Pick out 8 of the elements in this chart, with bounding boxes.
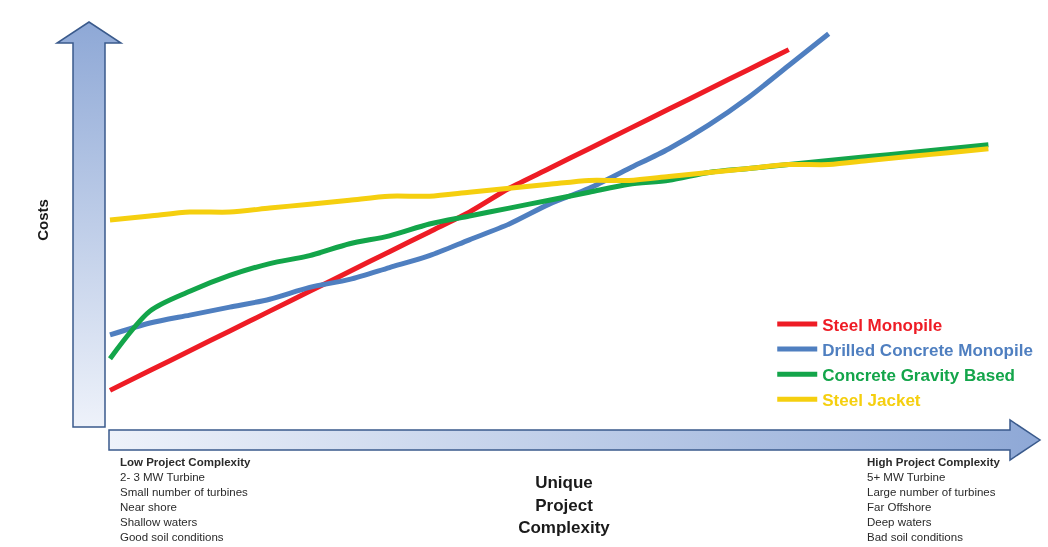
text: Low Project Complexity 2- 3 MW Turbine Small number of turbines Near shore Shallow waters Good soil conditions bbox=[120, 456, 251, 543]
text: High Project Complexity 5+ MW Turbine Large number of turbines Far Offshore Deep waters Bad soil conditions bbox=[867, 456, 1001, 543]
legend-label: Steel Jacket bbox=[822, 390, 921, 410]
x-axis-title: Unique Project Complexity bbox=[518, 473, 611, 537]
legend-label: Steel Monopile bbox=[822, 315, 943, 335]
legend-label: Drilled Concrete Monopile bbox=[822, 340, 1033, 360]
y-axis-title: Costs bbox=[34, 199, 52, 241]
legend-label: Concrete Gravity Based bbox=[822, 365, 1015, 385]
